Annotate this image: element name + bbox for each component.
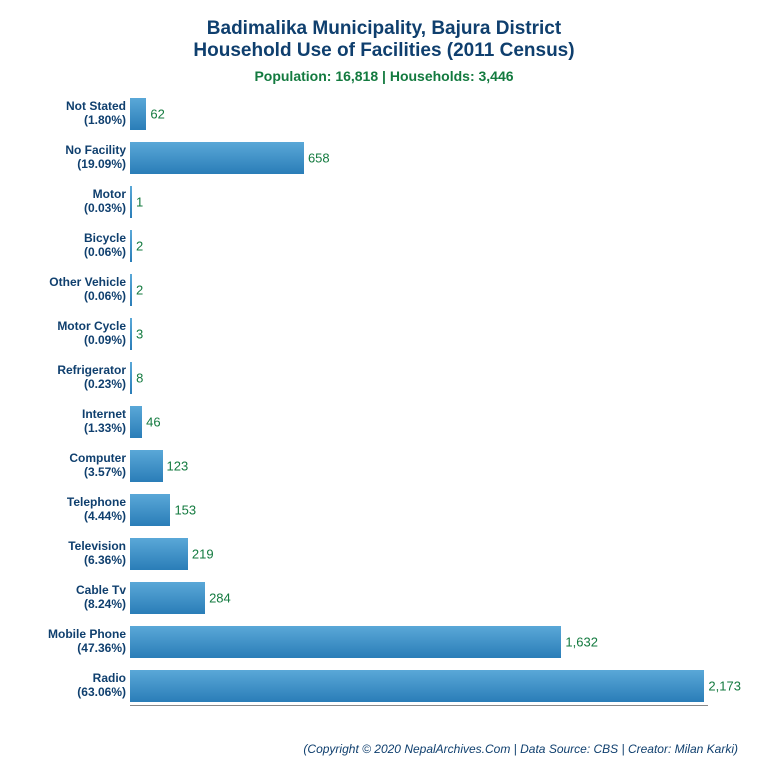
bar-value-label: 46 [142, 415, 160, 430]
y-axis-label: Motor(0.03%) [30, 188, 130, 216]
bar-row: Motor(0.03%)1 [130, 186, 708, 218]
y-axis-label: Not Stated(1.80%) [30, 100, 130, 128]
bar: 284 [130, 582, 205, 614]
y-axis-label: No Facility(19.09%) [30, 144, 130, 172]
plot-area: Not Stated(1.80%)62 No Facility(19.09%)65… [130, 98, 708, 706]
bar: 2 [130, 230, 132, 262]
chart-subtitle: Population: 16,818 | Households: 3,446 [30, 68, 738, 84]
y-axis-label: Computer(3.57%) [30, 452, 130, 480]
y-axis-label: Cable Tv(8.24%) [30, 584, 130, 612]
bar-value-label: 153 [170, 503, 196, 518]
bar-value-label: 1,632 [561, 635, 598, 650]
chart-title-line1: Badimalika Municipality, Bajura District [30, 18, 738, 40]
bar: 123 [130, 450, 163, 482]
y-axis-label: Telephone(4.44%) [30, 496, 130, 524]
bar-value-label: 62 [146, 107, 164, 122]
bar-value-label: 8 [132, 371, 143, 386]
bar-row: Computer(3.57%)123 [130, 450, 708, 482]
bar-row: Telephone(4.44%)153 [130, 494, 708, 526]
bar-value-label: 284 [205, 591, 231, 606]
y-axis-label: Motor Cycle(0.09%) [30, 320, 130, 348]
bar: 1,632 [130, 626, 561, 658]
bar-value-label: 123 [163, 459, 189, 474]
y-axis-label: Radio(63.06%) [30, 672, 130, 700]
chart-container: Badimalika Municipality, Bajura District… [0, 0, 768, 768]
bar: 658 [130, 142, 304, 174]
bar-value-label: 219 [188, 547, 214, 562]
bar-row: Radio(63.06%)2,173 [130, 670, 708, 702]
bar: 62 [130, 98, 146, 130]
y-axis-label: Other Vehicle(0.06%) [30, 276, 130, 304]
bar: 46 [130, 406, 142, 438]
bar-row: Refrigerator(0.23%)8 [130, 362, 708, 394]
bar: 219 [130, 538, 188, 570]
bar-value-label: 658 [304, 151, 330, 166]
bar-row: Not Stated(1.80%)62 [130, 98, 708, 130]
bar-row: No Facility(19.09%)658 [130, 142, 708, 174]
bar-row: Mobile Phone(47.36%)1,632 [130, 626, 708, 658]
bar: 3 [130, 318, 132, 350]
chart-title-line2: Household Use of Facilities (2011 Census… [30, 40, 738, 62]
chart-footer: (Copyright © 2020 NepalArchives.Com | Da… [303, 742, 738, 756]
y-axis-label: Mobile Phone(47.36%) [30, 628, 130, 656]
bar-row: Bicycle(0.06%)2 [130, 230, 708, 262]
bar-value-label: 1 [132, 195, 143, 210]
bar-row: Internet(1.33%)46 [130, 406, 708, 438]
bar-row: Motor Cycle(0.09%)3 [130, 318, 708, 350]
bar-row: Cable Tv(8.24%)284 [130, 582, 708, 614]
bar: 153 [130, 494, 170, 526]
bar: 2,173 [130, 670, 704, 702]
y-axis-label: Refrigerator(0.23%) [30, 364, 130, 392]
bar-row: Other Vehicle(0.06%)2 [130, 274, 708, 306]
bar-value-label: 2 [132, 283, 143, 298]
bar-value-label: 2 [132, 239, 143, 254]
bar-value-label: 2,173 [704, 679, 741, 694]
bar: 8 [130, 362, 132, 394]
chart-title-block: Badimalika Municipality, Bajura District… [30, 18, 738, 62]
bar-row: Television(6.36%)219 [130, 538, 708, 570]
bar: 1 [130, 186, 132, 218]
bar-value-label: 3 [132, 327, 143, 342]
y-axis-label: Bicycle(0.06%) [30, 232, 130, 260]
y-axis-label: Television(6.36%) [30, 540, 130, 568]
y-axis-label: Internet(1.33%) [30, 408, 130, 436]
bar: 2 [130, 274, 132, 306]
